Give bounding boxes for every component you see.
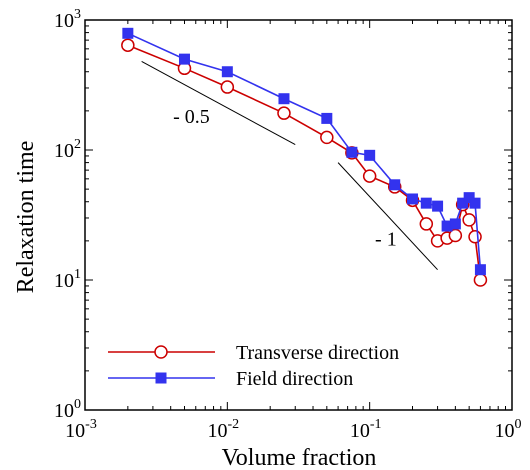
data-point xyxy=(221,66,233,78)
data-point xyxy=(474,264,486,276)
legend: Transverse direction Field direction xyxy=(108,342,399,390)
y-axis-label: Relaxation time xyxy=(13,141,39,294)
slope-guide-line xyxy=(337,162,438,271)
data-point xyxy=(321,112,333,124)
data-point xyxy=(364,149,376,161)
legend-marker xyxy=(154,345,168,359)
series-layer xyxy=(121,27,488,287)
data-point xyxy=(449,218,461,230)
slope-label: - 0.5 xyxy=(173,106,210,128)
legend-item: Field direction xyxy=(108,368,353,390)
legend-label: Field direction xyxy=(236,368,353,390)
data-point xyxy=(362,169,377,183)
x-tick-labels: 10-3 10-2 10-1 100 xyxy=(65,417,521,442)
data-point xyxy=(432,200,444,212)
data-point xyxy=(278,93,290,105)
data-point xyxy=(178,53,190,65)
data-point xyxy=(473,273,488,287)
y-tick-label: 100 xyxy=(54,397,81,422)
data-point xyxy=(122,27,134,39)
data-point xyxy=(389,179,401,191)
data-point xyxy=(277,106,291,120)
series-line xyxy=(127,44,482,281)
slope-guide-line xyxy=(141,60,296,146)
data-point xyxy=(220,80,235,94)
x-tick-label: 10-1 xyxy=(350,417,382,442)
data-point xyxy=(462,213,476,227)
data-point xyxy=(419,217,434,231)
slope-label: - 1 xyxy=(375,228,397,250)
data-point xyxy=(121,38,135,52)
x-axis-label: Volume fraction xyxy=(222,445,377,470)
data-point xyxy=(407,193,419,205)
legend-label: Transverse direction xyxy=(236,342,399,364)
plot-area xyxy=(84,19,513,411)
data-point xyxy=(463,192,475,204)
legend-marker xyxy=(155,372,167,384)
data-point xyxy=(320,130,334,145)
y-tick-labels: 100 101 102 103 xyxy=(54,7,81,422)
axis-ticks xyxy=(84,19,513,411)
y-tick-label: 103 xyxy=(54,7,81,32)
data-point xyxy=(457,197,469,209)
x-tick-label: 10-2 xyxy=(207,417,239,442)
data-point xyxy=(448,228,463,243)
data-point xyxy=(469,197,481,209)
series-2 xyxy=(122,27,486,276)
x-tick-label: 10-3 xyxy=(65,417,97,442)
annotations: - 0.5 - 1 xyxy=(141,60,438,271)
y-tick-label: 102 xyxy=(54,137,81,162)
series-1 xyxy=(121,38,488,287)
data-point xyxy=(346,146,358,158)
legend-item: Transverse direction xyxy=(108,342,399,364)
data-point xyxy=(420,197,432,209)
data-point xyxy=(468,230,482,244)
y-tick-label: 101 xyxy=(54,267,81,292)
x-tick-label: 100 xyxy=(495,417,522,442)
